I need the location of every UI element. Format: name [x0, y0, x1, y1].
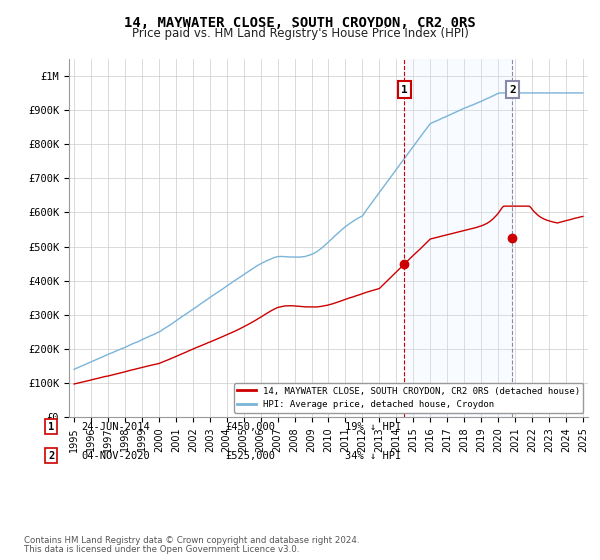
- Text: This data is licensed under the Open Government Licence v3.0.: This data is licensed under the Open Gov…: [24, 545, 299, 554]
- Text: 04-NOV-2020: 04-NOV-2020: [81, 451, 150, 461]
- Text: 1: 1: [401, 85, 408, 95]
- Text: 2: 2: [48, 451, 54, 461]
- Bar: [404, 59, 512, 417]
- Text: 14, MAYWATER CLOSE, SOUTH CROYDON, CR2 0RS: 14, MAYWATER CLOSE, SOUTH CROYDON, CR2 0…: [124, 16, 476, 30]
- Text: 34% ↓ HPI: 34% ↓ HPI: [345, 451, 401, 461]
- Legend: 14, MAYWATER CLOSE, SOUTH CROYDON, CR2 0RS (detached house), HPI: Average price,: 14, MAYWATER CLOSE, SOUTH CROYDON, CR2 0…: [234, 383, 583, 413]
- Text: £450,000: £450,000: [225, 422, 275, 432]
- Text: 2: 2: [509, 85, 516, 95]
- Text: Price paid vs. HM Land Registry's House Price Index (HPI): Price paid vs. HM Land Registry's House …: [131, 27, 469, 40]
- Text: 19% ↓ HPI: 19% ↓ HPI: [345, 422, 401, 432]
- Text: £525,000: £525,000: [225, 451, 275, 461]
- Text: 1: 1: [48, 422, 54, 432]
- Text: 24-JUN-2014: 24-JUN-2014: [81, 422, 150, 432]
- Text: Contains HM Land Registry data © Crown copyright and database right 2024.: Contains HM Land Registry data © Crown c…: [24, 536, 359, 545]
